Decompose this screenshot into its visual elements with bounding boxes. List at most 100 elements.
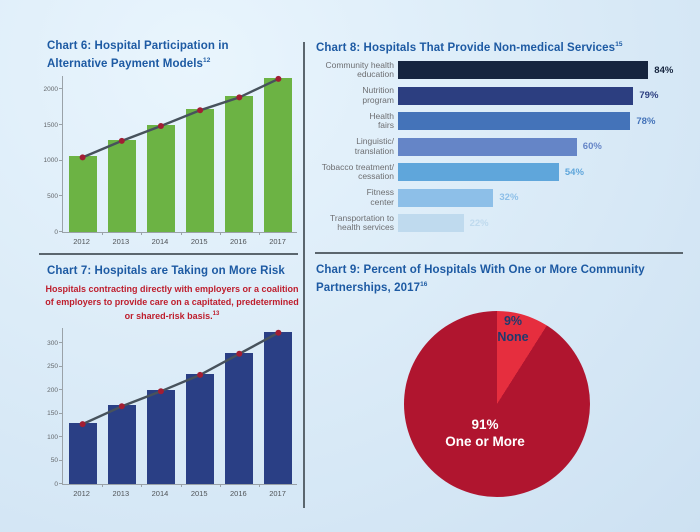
y-tick-label: 100 [47, 433, 58, 441]
bar [398, 137, 577, 156]
slice-percent: 9% [503, 314, 523, 328]
value-label: 32% [499, 192, 519, 203]
chart8-row: Nutrition program 79% [316, 85, 690, 105]
value-label: 79% [639, 90, 659, 101]
slice-percent: 91% [471, 417, 499, 432]
x-axis-tick-mark [258, 484, 260, 487]
trend-marker [197, 107, 204, 114]
chart6-bar-chart: 0 500 1000 1500 2000 2012 2013 2014 2015 2016 201… [44, 75, 297, 246]
x-tick-label: 2014 [151, 489, 169, 498]
y-tick-label: 2000 [43, 85, 58, 93]
chart7-subtitle: Hospitals contracting directly with empl… [42, 283, 302, 323]
x-axis-tick-mark [102, 484, 104, 487]
chart9-title-text: Chart 9: Percent of Hospitals With One o… [316, 264, 645, 294]
chart7-title: Chart 7: Hospitals are Taking on More Ri… [47, 264, 303, 279]
x-axis-tick-mark [258, 232, 260, 235]
bar [398, 61, 649, 79]
chart9-footnote-marker: 16 [420, 280, 428, 288]
trend-marker [79, 154, 86, 161]
trend-marker [79, 421, 86, 428]
trend-marker [275, 329, 282, 336]
x-tick-label: 2017 [269, 489, 286, 498]
value-label: 54% [564, 166, 584, 178]
value-label: 84% [654, 64, 674, 76]
x-axis-tick-mark [219, 484, 221, 487]
chart8-row: Fitness center 32% [316, 187, 690, 207]
y-tick-label: 250 [47, 363, 58, 371]
right-section-divider-line [315, 252, 683, 254]
trend-line [79, 75, 282, 161]
x-axis-tick-mark [141, 484, 143, 487]
bar-track: 54% [398, 163, 690, 181]
trend-marker [157, 388, 164, 395]
bar-track: 84% [398, 61, 690, 79]
bar-track: 32% [398, 188, 690, 207]
bar-2016 [225, 96, 254, 232]
bar [398, 163, 559, 181]
chart8-horizontal-bar-chart: Community health education 84% Nutrition p… [316, 60, 690, 240]
y-tick-label: 200 [47, 386, 58, 394]
x-tick-label: 2012 [73, 237, 90, 246]
x-tick-label: 2015 [190, 237, 208, 246]
bar-2012 [68, 423, 97, 484]
category-label: Nutrition program [362, 85, 394, 105]
y-axis-tick-mark [59, 459, 63, 461]
chart8-row: Transportation to health services 22% [316, 212, 690, 232]
x-tick-label: 2016 [230, 489, 247, 498]
bar-track: 79% [398, 86, 690, 105]
trend-marker [157, 123, 164, 129]
pie-graphic [404, 311, 590, 497]
y-tick-label: 150 [47, 410, 58, 418]
pie-label-one-or-more: 91% One or More [430, 416, 540, 450]
bar [398, 214, 464, 232]
bar-2017 [264, 77, 293, 232]
chart7-title-text: Chart 7: Hospitals are Taking on More Ri… [47, 265, 285, 277]
category-label: Health fairs [369, 110, 394, 130]
y-axis-tick-mark [59, 231, 63, 232]
bar-2014 [146, 125, 175, 232]
chart8-title: Chart 8: Hospitals That Provide Non-medi… [316, 38, 690, 55]
chart6-title-text: Chart 6: Hospital Participation in Alter… [47, 40, 229, 70]
bar-2013 [107, 405, 136, 484]
x-tick-label: 2016 [230, 237, 247, 246]
chart7-subtitle-text: Hospitals contracting directly with empl… [45, 284, 299, 321]
trend-line [79, 329, 282, 428]
y-tick-label: 0 [54, 480, 58, 488]
bar-2015 [186, 373, 215, 484]
chart9-title: Chart 9: Percent of Hospitals With One o… [316, 263, 684, 295]
y-axis-tick-mark [59, 389, 63, 391]
y-axis-tick-mark [59, 412, 63, 414]
y-tick-label: 0 [54, 228, 58, 236]
bar-2016 [225, 352, 254, 484]
slice-name: One or More [445, 434, 525, 449]
chart6-plot-area: 0 500 1000 1500 2000 [44, 75, 297, 236]
trend-marker [236, 94, 243, 101]
chart6-title: Chart 6: Hospital Participation in Alter… [47, 39, 285, 71]
slice-name: None [497, 330, 529, 344]
value-label: 60% [582, 141, 602, 152]
y-axis-tick-mark [59, 124, 63, 125]
y-axis-tick-mark [59, 88, 63, 90]
x-axis-tick-mark [219, 232, 221, 235]
x-axis-tick-mark [180, 484, 182, 487]
y-tick-label: 1500 [43, 121, 58, 129]
category-label: Transportation to health services [330, 212, 394, 232]
y-tick-label: 300 [47, 339, 58, 347]
y-tick-label: 500 [47, 192, 58, 200]
bar-2017 [264, 331, 293, 484]
y-axis-tick-mark [59, 159, 63, 161]
column-divider-line [303, 42, 305, 508]
x-tick-label: 2015 [190, 489, 208, 498]
x-axis-tick-mark [141, 232, 143, 235]
bar-track: 22% [398, 214, 690, 232]
y-axis-tick-mark [59, 365, 63, 367]
chart8-row: Health fairs 78% [316, 110, 690, 130]
y-axis-tick-mark [59, 483, 63, 484]
chart8-row: Linguistic/ translation 60% [316, 136, 690, 156]
y-axis-tick-mark [59, 436, 63, 438]
bar-track: 78% [398, 112, 690, 130]
bar-2015 [186, 109, 215, 232]
category-label: Linguistic/ translation [354, 136, 394, 156]
category-label: Fitness center [366, 187, 394, 207]
